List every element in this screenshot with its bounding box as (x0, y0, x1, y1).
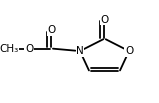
Text: O: O (47, 25, 55, 35)
Text: CH₃: CH₃ (0, 43, 19, 53)
Text: O: O (125, 46, 133, 56)
Text: N: N (76, 46, 84, 56)
Text: O: O (100, 15, 109, 25)
Text: O: O (25, 43, 33, 53)
